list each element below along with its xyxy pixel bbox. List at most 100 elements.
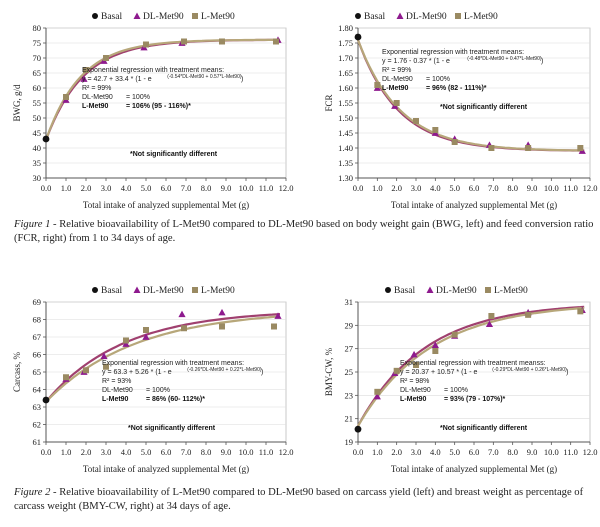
x-tick-label: 0.0 bbox=[41, 447, 52, 457]
r-squared: R² = 93% bbox=[102, 378, 131, 385]
regression-title: Exponential regression with treatment me… bbox=[400, 360, 546, 367]
legend-basal-marker bbox=[385, 287, 391, 293]
x-tick-label: 4.0 bbox=[430, 183, 441, 193]
regression-title: Exponential regression with treatment me… bbox=[82, 67, 224, 74]
y-tick-label: 21 bbox=[345, 414, 354, 424]
chart-bwg: 30 35 40 45 50 55 60 65 70 75 80 0.0 1.0 2.0 3.0 4.0 5.0… bbox=[0, 6, 295, 216]
y-tick-label: 40 bbox=[33, 143, 42, 153]
y-tick-label: 1.40 bbox=[338, 143, 353, 153]
l-met90-point bbox=[432, 348, 439, 354]
dl-met90-relative-value: = 100% bbox=[444, 387, 468, 394]
legend-l-met90-label: L-Met90 bbox=[201, 12, 235, 22]
x-tick-label: 1.0 bbox=[61, 183, 72, 193]
l-met90-point bbox=[577, 308, 584, 315]
y-axis-title: FCR bbox=[324, 94, 334, 111]
dl-met90-point bbox=[274, 312, 282, 319]
legend: Basal DL-Met90 L-Met90 bbox=[355, 12, 498, 22]
l-met90-point bbox=[219, 38, 225, 45]
x-tick-label: 8.0 bbox=[507, 447, 518, 457]
regression-annotation: Exponential regression with treatment me… bbox=[102, 360, 263, 403]
legend-basal-marker bbox=[92, 13, 98, 19]
figure1-caption: Figure 1 - Relative bioavailability of L… bbox=[14, 218, 594, 246]
y-tick-label: 27 bbox=[345, 344, 354, 354]
figure1-caption-label: Figure 1 bbox=[14, 219, 51, 230]
r-squared: R² = 99% bbox=[382, 67, 411, 74]
dl-met90-relative-value: = 100% bbox=[146, 387, 170, 394]
x-tick-label: 2.0 bbox=[391, 447, 402, 457]
dl-met90-fit-curve bbox=[45, 313, 281, 403]
l-met90-point bbox=[123, 337, 129, 344]
l-met90-relative-value: = 86% (60- 112%)* bbox=[146, 396, 205, 403]
l-met90-point bbox=[432, 127, 439, 133]
l-met90-relative-label: L-Met90 bbox=[82, 103, 109, 110]
dl-met90-point bbox=[431, 341, 439, 349]
x-tick-label: 12.0 bbox=[583, 183, 598, 193]
y-tick-label: 19 bbox=[345, 437, 354, 447]
y-tick-label: 45 bbox=[33, 128, 42, 138]
legend-basal-marker bbox=[355, 13, 361, 19]
x-tick-label: 6.0 bbox=[469, 183, 480, 193]
regression-title: Exponential regression with treatment me… bbox=[382, 49, 524, 56]
regression-equation: y = 1.76 - 0.37 * (1 - e bbox=[382, 58, 450, 65]
l-met90-point bbox=[488, 313, 495, 319]
x-tick-label: 5.0 bbox=[141, 183, 152, 193]
l-met90-point bbox=[143, 327, 149, 333]
legend-l-met90-marker bbox=[455, 13, 461, 19]
regression-close-paren: ) bbox=[541, 58, 543, 65]
legend-l-met90-marker bbox=[192, 13, 198, 19]
regression-close-paren: ) bbox=[566, 369, 568, 376]
l-met90-point bbox=[451, 331, 458, 338]
x-axis-title: Total intake of analyzed supplemental Me… bbox=[391, 464, 557, 474]
l-met90-relative-value: = 96% (82 - 111%)* bbox=[426, 85, 487, 92]
dl-met90-point bbox=[178, 310, 186, 318]
legend-basal-label: Basal bbox=[101, 12, 122, 22]
x-tick-label: 4.0 bbox=[121, 447, 132, 457]
l-met90-point bbox=[181, 325, 187, 332]
y-tick-label: 60 bbox=[33, 83, 42, 93]
legend: Basal DL-Met90 L-Met90 bbox=[92, 12, 235, 22]
dl-met90-relative-label: DL-Met90 bbox=[102, 387, 133, 394]
not-significant-note: *Not significantly different bbox=[440, 104, 528, 111]
legend-dl-met90-marker bbox=[133, 286, 141, 293]
y-tick-label: 1.70 bbox=[338, 53, 353, 63]
legend-l-met90-marker bbox=[192, 287, 198, 293]
x-tick-label: 4.0 bbox=[430, 447, 441, 457]
x-tick-label: 3.0 bbox=[101, 447, 112, 457]
x-tick-label: 0.0 bbox=[353, 447, 364, 457]
regression-equation: y = 63.3 + 5.26 * (1 - e bbox=[102, 369, 172, 376]
y-tick-label: 65 bbox=[33, 68, 42, 78]
dl-met90-point bbox=[218, 308, 226, 316]
r-squared: R² = 98% bbox=[400, 378, 429, 385]
x-tick-label: 6.0 bbox=[469, 447, 480, 457]
y-tick-label: 66 bbox=[33, 350, 42, 360]
regression-close-paren: ) bbox=[241, 76, 243, 83]
y-tick-label: 1.30 bbox=[338, 173, 353, 183]
dl-met90-point bbox=[485, 320, 494, 328]
x-axis-title: Total intake of analyzed supplemental Me… bbox=[391, 200, 557, 210]
l-met90-relative-label: L-Met90 bbox=[382, 85, 409, 92]
x-tick-label: 5.0 bbox=[449, 447, 460, 457]
x-tick-label: 1.0 bbox=[372, 183, 383, 193]
legend-basal-marker bbox=[92, 287, 98, 293]
y-tick-label: 35 bbox=[33, 158, 42, 168]
l-met90-point bbox=[83, 367, 89, 374]
y-tick-label: 65 bbox=[33, 367, 42, 377]
l-met90-point bbox=[63, 374, 69, 381]
dl-met90-relative-label: DL-Met90 bbox=[400, 387, 431, 394]
l-met90-point bbox=[525, 145, 532, 151]
x-tick-label: 11.0 bbox=[259, 447, 274, 457]
y-tick-label: 1.75 bbox=[338, 38, 353, 48]
x-tick-label: 11.0 bbox=[563, 447, 578, 457]
y-tick-label: 62 bbox=[33, 420, 42, 430]
l-met90-point bbox=[413, 362, 419, 368]
l-met90-point bbox=[451, 139, 458, 145]
dl-met90-point bbox=[142, 333, 150, 340]
y-tick-label: 1.60 bbox=[338, 83, 353, 93]
x-tick-label: 11.0 bbox=[259, 183, 274, 193]
x-tick-label: 10.0 bbox=[239, 183, 254, 193]
legend-dl-met90-label: DL-Met90 bbox=[143, 12, 184, 22]
l-met90-point bbox=[413, 118, 419, 124]
y-axis-title: BWG, g/d bbox=[12, 84, 22, 121]
y-tick-label: 69 bbox=[33, 297, 42, 307]
